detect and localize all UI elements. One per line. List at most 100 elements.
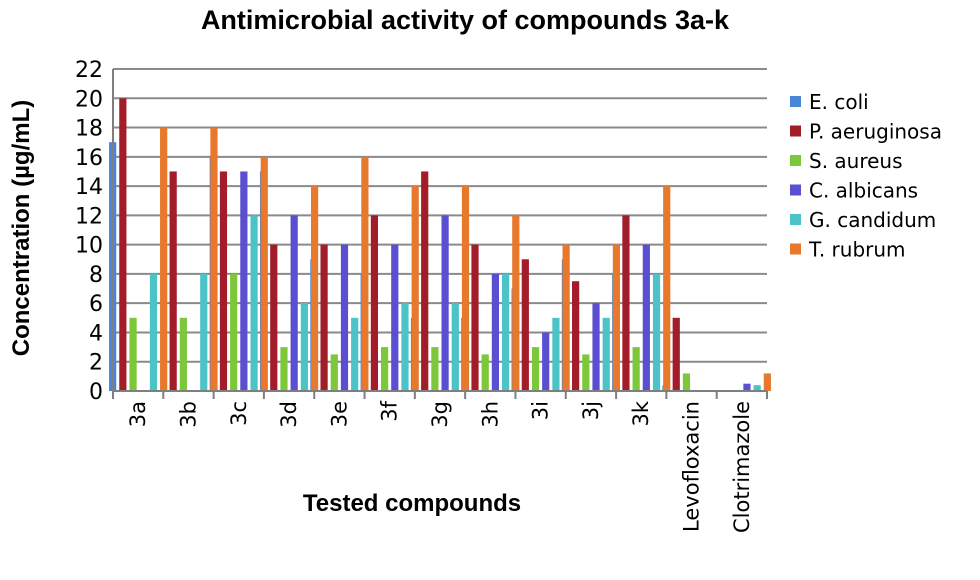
bar bbox=[160, 127, 168, 391]
bar bbox=[290, 215, 298, 391]
y-tick-label: 12 bbox=[75, 204, 103, 229]
x-tick-label: 3j bbox=[579, 401, 603, 420]
y-tick-label: 2 bbox=[89, 351, 103, 376]
legend-label: E. coli bbox=[809, 90, 869, 114]
y-axis-title: Concentration (µg/mL) bbox=[8, 100, 35, 356]
bar bbox=[370, 215, 378, 391]
bar bbox=[330, 354, 338, 391]
bar bbox=[552, 317, 560, 391]
bar bbox=[521, 259, 529, 391]
legend-swatch bbox=[790, 184, 801, 196]
bar bbox=[441, 215, 449, 391]
legend-label: G. candidum bbox=[809, 208, 936, 232]
bar bbox=[622, 215, 630, 391]
bar bbox=[512, 215, 520, 391]
x-tick-label: 3d bbox=[277, 401, 301, 428]
legend-swatch bbox=[790, 214, 801, 225]
x-tick-label: 3f bbox=[378, 400, 402, 421]
y-tick-label: 10 bbox=[75, 234, 103, 259]
bar bbox=[421, 171, 429, 391]
legend: E. coli P. aeruginosa S. aureus C. albicans… bbox=[790, 90, 942, 262]
bar bbox=[401, 303, 409, 391]
bar bbox=[169, 171, 177, 391]
bar bbox=[119, 98, 127, 391]
bar bbox=[471, 244, 479, 391]
legend-swatch bbox=[790, 125, 801, 137]
legend-swatch bbox=[790, 96, 801, 107]
axes bbox=[112, 69, 768, 399]
legend-label: S. aureus bbox=[809, 149, 903, 173]
bar bbox=[743, 383, 751, 391]
bar bbox=[320, 244, 328, 391]
bar bbox=[562, 244, 570, 391]
bar bbox=[572, 281, 580, 391]
bar bbox=[763, 373, 771, 391]
y-tick-label: 22 bbox=[75, 58, 103, 83]
bar bbox=[340, 244, 349, 391]
bar bbox=[531, 347, 540, 391]
bar bbox=[411, 186, 419, 391]
x-tick-label: Levofloxacin bbox=[680, 401, 704, 532]
bar bbox=[391, 244, 399, 391]
bar bbox=[300, 303, 308, 391]
legend-swatch bbox=[790, 155, 801, 166]
bar bbox=[451, 303, 459, 391]
bar bbox=[129, 317, 137, 391]
legend-swatch bbox=[790, 243, 801, 255]
legend-label: T. rubrum bbox=[808, 238, 906, 262]
bar bbox=[219, 171, 228, 391]
bar bbox=[652, 273, 661, 391]
x-tick-label: 3c bbox=[227, 401, 251, 426]
y-tick-label: 6 bbox=[89, 292, 103, 317]
bar bbox=[431, 347, 439, 391]
bar bbox=[502, 273, 510, 391]
bar bbox=[612, 244, 621, 391]
y-tick-label: 20 bbox=[75, 87, 103, 112]
bar bbox=[632, 347, 640, 391]
x-tick-label: 3k bbox=[629, 400, 653, 426]
bar bbox=[672, 317, 680, 391]
bar bbox=[230, 273, 238, 391]
y-tick-label: 16 bbox=[75, 146, 103, 171]
bar bbox=[240, 171, 248, 391]
legend-label: C. albicans bbox=[809, 179, 918, 203]
y-tick-labels: 0 2 4 6 8 10 12 14 16 18 20 22 bbox=[75, 58, 103, 405]
legend-label: P. aeruginosa bbox=[809, 120, 942, 144]
bar bbox=[351, 317, 359, 391]
bar bbox=[210, 127, 218, 391]
bar bbox=[753, 385, 761, 391]
y-tick-label: 0 bbox=[89, 380, 103, 405]
bar bbox=[663, 186, 671, 391]
bar bbox=[200, 273, 208, 391]
x-axis-title: Tested compounds bbox=[303, 490, 521, 517]
x-tick-label: 3g bbox=[428, 401, 452, 428]
bar bbox=[149, 273, 158, 391]
bar bbox=[310, 186, 319, 391]
x-tick-label: Clotrimazole bbox=[730, 401, 754, 533]
x-tick-label: 3i bbox=[529, 401, 553, 420]
y-tick-label: 4 bbox=[89, 321, 103, 346]
bar bbox=[491, 273, 500, 391]
bar bbox=[592, 303, 600, 391]
bar bbox=[270, 244, 278, 391]
bar bbox=[280, 347, 288, 391]
x-tick-label: 3h bbox=[478, 401, 502, 428]
bar bbox=[361, 156, 369, 391]
bar bbox=[602, 317, 610, 391]
bar bbox=[260, 156, 268, 391]
bar bbox=[461, 186, 470, 391]
y-tick-label: 14 bbox=[75, 175, 103, 200]
x-tick-label: 3b bbox=[176, 401, 200, 428]
bar bbox=[582, 354, 590, 391]
y-tick-label: 18 bbox=[75, 117, 103, 142]
bar bbox=[179, 317, 187, 391]
chart-title: Antimicrobial activity of compounds 3a-k bbox=[201, 5, 730, 35]
y-tick-label: 8 bbox=[89, 263, 103, 288]
x-tick-label: 3e bbox=[327, 401, 351, 427]
x-tick-labels: 3a 3b 3c 3d 3e 3f 3g 3h 3i 3j 3k Levofloxacin Clotri… bbox=[126, 400, 754, 533]
bar bbox=[682, 373, 691, 391]
bar bbox=[481, 354, 489, 391]
x-tick-label: 3a bbox=[126, 401, 150, 427]
bar bbox=[250, 215, 258, 391]
